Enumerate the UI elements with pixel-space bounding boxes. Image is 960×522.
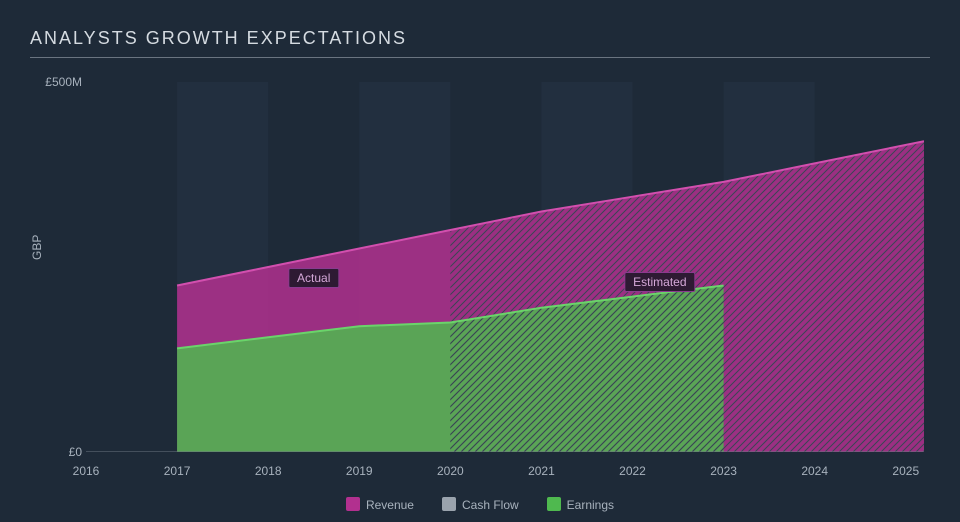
y-tick: £0: [40, 445, 82, 459]
y-tick: £500M: [40, 75, 82, 89]
x-tick: 2019: [346, 464, 373, 478]
legend-label: Revenue: [366, 498, 414, 512]
chart-svg: [86, 82, 924, 452]
chart-annotation: Estimated: [624, 272, 695, 292]
y-axis-label: GBP: [30, 235, 44, 260]
x-tick: 2018: [255, 464, 282, 478]
x-tick: 2021: [528, 464, 555, 478]
legend: Revenue Cash Flow Earnings: [0, 497, 960, 512]
x-tick: 2016: [73, 464, 100, 478]
x-tick: 2020: [437, 464, 464, 478]
x-tick: 2023: [710, 464, 737, 478]
plot-area: [86, 82, 924, 452]
legend-swatch: [547, 497, 561, 511]
x-tick: 2022: [619, 464, 646, 478]
chart-annotation: Actual: [288, 268, 339, 288]
legend-item-cashflow[interactable]: Cash Flow: [442, 497, 519, 512]
x-tick: 2017: [164, 464, 191, 478]
legend-item-earnings[interactable]: Earnings: [547, 497, 614, 512]
legend-label: Earnings: [567, 498, 614, 512]
chart-header: ANALYSTS GROWTH EXPECTATIONS: [30, 28, 930, 58]
growth-chart: ANALYSTS GROWTH EXPECTATIONS GBP £0 £500M…: [0, 0, 960, 522]
legend-swatch: [442, 497, 456, 511]
legend-swatch: [346, 497, 360, 511]
title-rule: [30, 57, 930, 58]
x-tick: 2025: [892, 464, 919, 478]
legend-item-revenue[interactable]: Revenue: [346, 497, 414, 512]
chart-title: ANALYSTS GROWTH EXPECTATIONS: [30, 28, 930, 49]
x-tick: 2024: [801, 464, 828, 478]
legend-label: Cash Flow: [462, 498, 519, 512]
